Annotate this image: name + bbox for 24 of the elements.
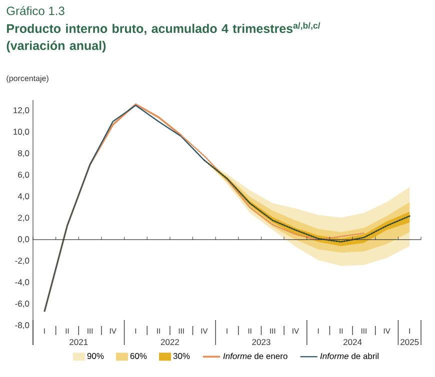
chart-title: Gráfico 1.3 <box>6 6 64 16</box>
annotation: 2025 <box>400 339 419 346</box>
legend-label: Informe de enero <box>223 352 288 360</box>
y-tick-label: -8,0 <box>15 322 30 330</box>
y-tick-label: -4,0 <box>15 279 30 286</box>
y-tick-label: 6,0 <box>18 172 30 179</box>
text: Producto interno bruto, acumulado 4 trimestres$^{a/,b/,c/}$ (variación anual) <box>6 22 320 52</box>
legend-label: 90% <box>87 352 104 359</box>
y-tick-label: -6,0 <box>15 300 30 308</box>
annotation: 2021 <box>70 339 88 346</box>
legend-label: 60% <box>130 352 147 359</box>
y-tick-label: 10,0 <box>14 128 30 136</box>
y-tick-label: 12,0 <box>14 107 30 114</box>
y-tick-label: 0,0 <box>18 236 30 244</box>
annotation: 2023 <box>252 339 270 346</box>
y-tick-label: 2,0 <box>18 214 30 222</box>
annotation: 2022 <box>160 339 179 346</box>
legend-label: Informe de abril <box>320 352 378 360</box>
y-axis-title: (porcentaje) <box>6 75 48 83</box>
legend-label: 30% <box>173 352 190 359</box>
y-tick-label: -2,0 <box>15 258 30 265</box>
annotation: 2024 <box>344 339 362 346</box>
y-tick-label: 4,0 <box>18 193 30 200</box>
y-tick-label: 8,0 <box>18 150 30 158</box>
